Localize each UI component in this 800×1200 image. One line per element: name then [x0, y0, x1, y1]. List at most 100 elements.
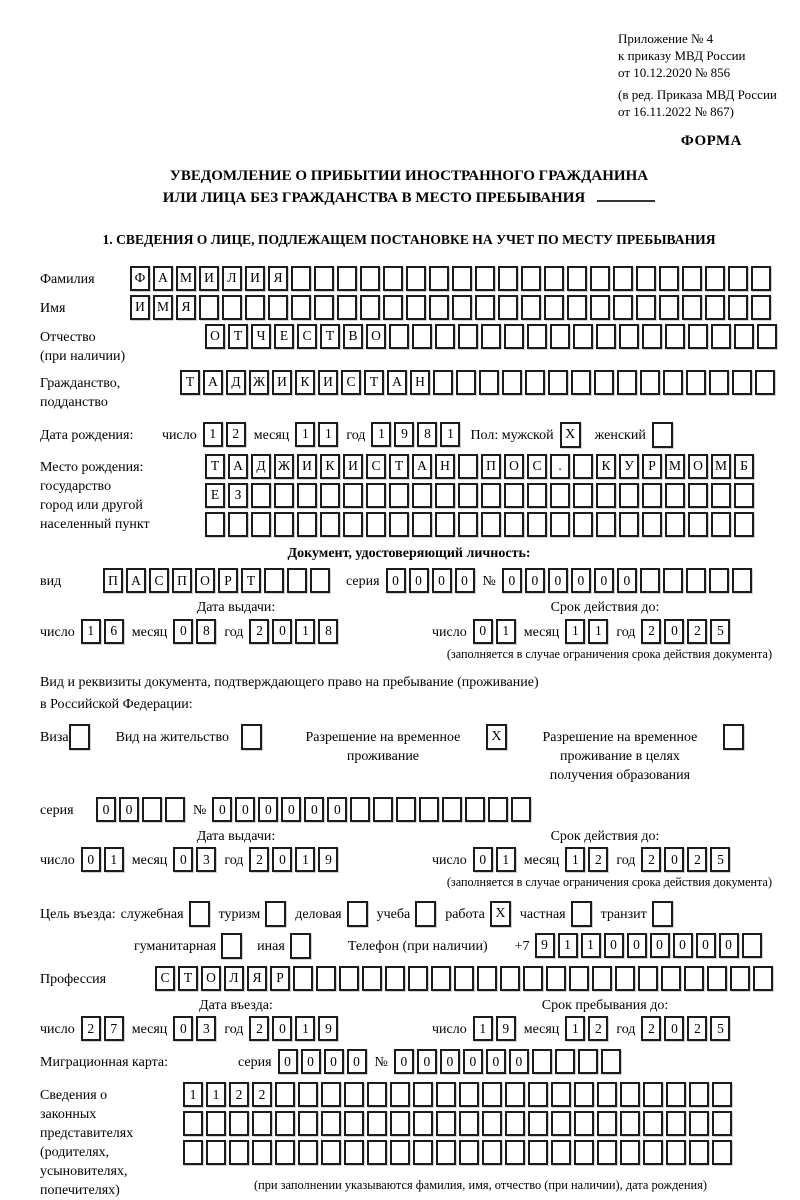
char-cell[interactable]: 0 [277, 1049, 298, 1075]
char-cell[interactable]: 0 [212, 796, 233, 822]
char-cell[interactable] [383, 265, 403, 291]
char-cell[interactable] [452, 265, 472, 291]
char-cell[interactable] [479, 369, 499, 395]
char-cell[interactable] [592, 965, 612, 991]
char-cell[interactable] [577, 1049, 598, 1075]
char-cell[interactable] [688, 323, 708, 349]
char-cell[interactable]: 2 [588, 847, 609, 873]
char-cell[interactable]: 0 [431, 568, 452, 594]
char-cell[interactable]: Т [205, 453, 225, 479]
char-cell[interactable] [504, 482, 524, 508]
char-cell[interactable] [321, 1140, 341, 1166]
char-cell[interactable] [229, 1140, 249, 1166]
char-cell[interactable]: 0 [416, 1049, 437, 1075]
char-cell[interactable] [321, 1082, 341, 1108]
char-cell[interactable]: 3 [196, 1016, 217, 1042]
char-cell[interactable] [481, 482, 501, 508]
char-cell[interactable] [707, 965, 727, 991]
char-cell[interactable]: 1 [183, 1082, 203, 1108]
char-cell[interactable]: Б [734, 453, 754, 479]
char-cell[interactable] [550, 323, 570, 349]
char-cell[interactable] [525, 369, 545, 395]
char-cell[interactable] [458, 453, 478, 479]
char-cell[interactable] [488, 796, 509, 822]
char-cell[interactable] [362, 965, 382, 991]
char-cell[interactable]: 1 [557, 932, 578, 958]
char-cell[interactable]: 0 [485, 1049, 506, 1075]
char-cell[interactable]: 2 [249, 1016, 270, 1042]
char-cell[interactable]: К [320, 453, 340, 479]
char-cell[interactable] [757, 323, 777, 349]
char-cell[interactable] [528, 1082, 548, 1108]
char-cell[interactable] [728, 294, 748, 320]
char-cell[interactable]: 1 [295, 421, 316, 447]
char-cell[interactable]: И [130, 294, 150, 320]
char-cell[interactable] [665, 323, 685, 349]
char-cell[interactable] [390, 1111, 410, 1137]
char-cell[interactable] [465, 796, 486, 822]
char-cell[interactable] [755, 369, 775, 395]
char-cell[interactable] [527, 323, 547, 349]
char-cell[interactable] [298, 1111, 318, 1137]
char-cell[interactable]: 9 [318, 847, 339, 873]
char-cell[interactable]: 2 [588, 1016, 609, 1042]
char-cell[interactable] [712, 1111, 732, 1137]
char-cell[interactable] [636, 265, 656, 291]
char-cell[interactable] [142, 796, 162, 822]
char-cell[interactable] [431, 965, 451, 991]
char-cell[interactable] [344, 1140, 364, 1166]
char-cell[interactable]: С [341, 369, 361, 395]
char-cell[interactable] [663, 369, 683, 395]
char-cell[interactable] [344, 1082, 364, 1108]
char-cell[interactable]: П [172, 568, 192, 594]
char-cell[interactable]: 1 [202, 421, 223, 447]
char-cell[interactable] [442, 796, 463, 822]
char-cell[interactable] [459, 1111, 479, 1137]
char-cell[interactable] [711, 511, 731, 537]
char-cell[interactable] [642, 323, 662, 349]
char-cell[interactable] [275, 1111, 295, 1137]
char-cell[interactable]: И [199, 265, 219, 291]
char-cell[interactable] [320, 511, 340, 537]
char-cell[interactable]: С [527, 453, 547, 479]
char-cell[interactable]: М [153, 294, 173, 320]
char-cell[interactable] [482, 1082, 502, 1108]
char-cell[interactable]: 0 [472, 618, 493, 644]
char-cell[interactable] [666, 1140, 686, 1166]
char-cell[interactable] [619, 323, 639, 349]
char-cell[interactable]: 1 [295, 847, 316, 873]
char-cell[interactable] [573, 482, 593, 508]
purpose-delovaya-checkbox[interactable] [346, 900, 368, 927]
char-cell[interactable]: Я [247, 965, 267, 991]
char-cell[interactable] [643, 1111, 663, 1137]
char-cell[interactable] [390, 1082, 410, 1108]
char-cell[interactable] [389, 511, 409, 537]
char-cell[interactable]: 1 [318, 421, 339, 447]
char-cell[interactable] [504, 323, 524, 349]
char-cell[interactable]: О [205, 323, 225, 349]
char-cell[interactable] [367, 1111, 387, 1137]
char-cell[interactable]: 1 [371, 421, 392, 447]
char-cell[interactable]: Д [251, 453, 271, 479]
char-cell[interactable] [597, 1140, 617, 1166]
char-cell[interactable]: П [481, 453, 501, 479]
char-cell[interactable] [734, 323, 754, 349]
char-cell[interactable] [544, 265, 564, 291]
char-cell[interactable]: 0 [173, 1016, 194, 1042]
char-cell[interactable]: 1 [472, 1016, 493, 1042]
char-cell[interactable] [550, 511, 570, 537]
char-cell[interactable]: Н [435, 453, 455, 479]
char-cell[interactable] [222, 294, 242, 320]
char-cell[interactable] [521, 265, 541, 291]
char-cell[interactable] [596, 482, 616, 508]
char-cell[interactable] [199, 294, 219, 320]
char-cell[interactable]: Ч [251, 323, 271, 349]
char-cell[interactable]: 3 [196, 847, 217, 873]
char-cell[interactable]: 1 [440, 421, 461, 447]
char-cell[interactable] [502, 369, 522, 395]
char-cell[interactable] [688, 511, 708, 537]
char-cell[interactable]: 1 [565, 847, 586, 873]
char-cell[interactable] [732, 369, 752, 395]
char-cell[interactable] [505, 1082, 525, 1108]
char-cell[interactable] [548, 369, 568, 395]
